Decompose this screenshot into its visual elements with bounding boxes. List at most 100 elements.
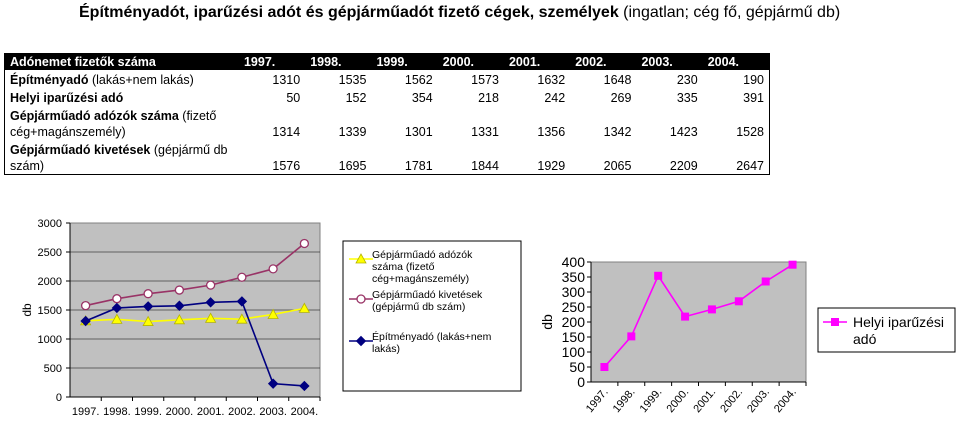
table-cell: 190 [743,73,764,87]
row-label-rest: (fizető cég+magánszemély) [10,109,217,139]
table-header-cell: 2002. [570,53,637,70]
series-line [85,307,305,323]
table-cell: 1342 [603,125,632,139]
x-tick-label: 2004. [291,406,319,418]
table-cell: 2065 [603,158,632,173]
table-cell: 1356 [537,125,566,139]
y-tick-label: 1500 [38,305,62,317]
row-label: Gépjárműadó kivetések (gépjármű db szám) [5,140,239,174]
y-axis-label: db [20,303,34,317]
data-point [174,300,185,311]
table-cell: 2209 [669,158,698,173]
data-point [205,280,216,290]
table-row: Gépjárműadó kivetések (gépjármű db szám)… [5,140,770,174]
legend-label-line: Építményadó (lakás+nem [372,330,492,343]
data-point [299,238,310,249]
data-point [80,300,91,311]
series-line [85,300,305,387]
data-point [204,312,217,323]
x-tick-label: 1999. [134,406,162,418]
y-tick-label: 50 [569,359,585,375]
table-cell: 1310 [272,73,301,87]
x-tick-label: 2001. [197,406,225,418]
data-point [299,380,310,392]
table-cell: 230 [676,73,698,87]
data-point [174,285,185,295]
table-cell: 1929 [537,158,566,173]
data-point [298,302,311,313]
table-cell: 1301 [404,125,433,139]
legend-label: Építményadó (lakás+nem lakás) [372,330,492,355]
x-tick-label: 2000. [166,406,194,418]
row-label-rest: (gépjármű db szám) [10,142,228,173]
data-point [267,308,279,319]
y-tick-label: 0 [56,392,62,404]
x-tick-label: 1999. [638,386,665,415]
data-point [111,313,123,324]
table-header-row: Adónemet fizetők száma 1997. 1998. 1999.… [4,53,770,70]
y-tick-label: 350 [562,269,586,285]
table-cell: 1339 [338,125,367,139]
data-point [761,277,770,286]
y-tick-label: 2500 [38,247,62,259]
plot-area [590,261,807,383]
legend-label: Gépjárműadó kivetések (gépjármű db szám) [372,289,483,313]
table-header-cell: 1997. [238,53,306,70]
legend-label-line: Gépjárműadó adózók [372,249,473,261]
x-tick-label: 2000. [664,386,691,415]
data-point [80,315,91,327]
data-point [268,264,278,274]
table-header-cell: 2000. [437,53,504,70]
row-label-rest: (lakás+nem lakás) [88,73,194,87]
y-axis-label: db [539,314,555,330]
table-cell: 1648 [603,73,632,87]
x-tick-label: 1997. [72,406,100,418]
legend-label-line: adó [853,331,877,347]
table-header-cell: 1999. [371,53,438,70]
legend-label-line: Gépjárműadó kivetések [372,289,483,301]
x-tick-label: 2003. [259,406,287,418]
legend-label: Helyi iparűzési adó [853,314,944,347]
y-tick-label: 500 [44,363,62,375]
data-point [734,297,743,306]
table-cell: 1331 [471,125,499,139]
legend-label-line: (gépjármű db szám) [372,301,465,313]
legend-marker [355,253,367,264]
data-point [236,313,248,324]
data-point [142,315,154,326]
y-tick-label: 2000 [38,276,62,288]
data-point [112,294,122,304]
data-point [627,332,636,341]
x-tick-label: 1998. [103,406,131,418]
row-label-bold: Gépjárműadó adózók száma [10,109,179,123]
data-point [205,297,216,308]
data-point [143,289,153,299]
table-row: Építményadó (lakás+nem lakás) 1310 1535 … [5,70,770,88]
data-point [111,302,123,314]
data-point [237,272,247,282]
table-cell: 1528 [736,125,764,139]
table-row: Gépjárműadó adózók száma (fizető cég+mag… [5,106,770,140]
table-cell: 1423 [669,125,698,139]
x-tick-label: 2003. [745,386,772,415]
table-cell: 1314 [272,125,301,139]
y-tick-label: 400 [562,254,586,270]
table-cell: 1562 [404,73,433,87]
table-header-cell: 2003. [636,53,703,70]
page-title-bold: Építményadót, iparűzési adót és gépjármű… [79,4,619,21]
table-cell: 354 [411,91,433,105]
x-tick-label: 2001. [691,386,718,415]
legend-marker [831,318,839,326]
table-cell: 1573 [471,73,499,87]
legend-box [817,307,956,353]
data-point [707,305,716,314]
table-header-cell: 1998. [305,53,372,70]
y-tick-label: 1000 [38,334,62,346]
legend-marker [355,335,367,347]
table-cell: 218 [478,91,499,105]
x-tick-label: 2002. [228,406,256,418]
y-tick-label: 150 [562,329,586,345]
data-point [788,260,797,269]
table-header-cell: 2004. [702,53,770,70]
table-cell: 1781 [404,158,433,173]
